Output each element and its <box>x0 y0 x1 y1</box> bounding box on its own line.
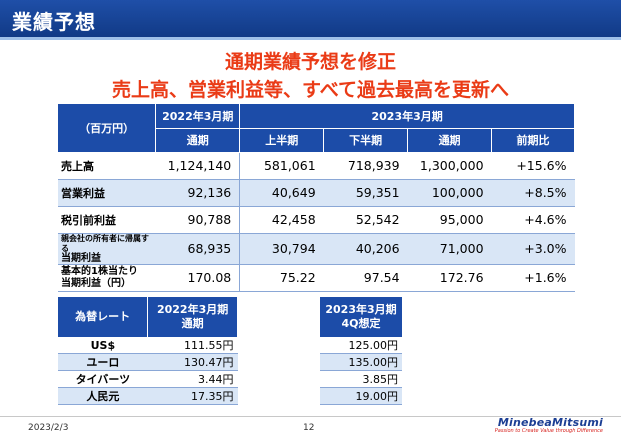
fx-rate-2022: 17.35円 <box>147 387 238 405</box>
cell-h1: 30,794 <box>239 233 324 265</box>
period-2023-header: 2023年3月期 <box>239 104 575 129</box>
cell-fy2023: 71,000 <box>407 233 492 265</box>
row-label: 基本的1株当たり 当期利益（円） <box>58 264 156 292</box>
fx-header-2022-sub: 通期 <box>181 317 204 330</box>
fx-rate-2023: 135.00円 <box>320 353 402 371</box>
fx-header-label: 為替レート <box>58 297 149 337</box>
fx-rate-2022: 3.44円 <box>147 370 238 388</box>
table-row: 親会社の所有者に帰属する 当期利益 68,935 30,794 40,206 7… <box>58 233 575 265</box>
footer-date: 2023/2/3 <box>28 423 69 433</box>
table-row: 19.00円 <box>320 387 402 405</box>
unit-header: （百万円） <box>58 104 157 153</box>
cell-h1: 581,061 <box>239 152 324 180</box>
cell-h2: 59,351 <box>323 179 408 207</box>
table-row: 売上高 1,124,140 581,061 718,939 1,300,000 … <box>58 152 575 180</box>
cell-yoy: +3.0% <box>491 233 575 265</box>
col-full-year-2023: 通期 <box>407 128 493 153</box>
row-label-line2: 当期利益（円） <box>61 277 131 289</box>
headline-line-1: 通期業績予想を修正 <box>224 51 396 73</box>
table-row: 営業利益 92,136 40,649 59,351 100,000 +8.5% <box>58 179 575 207</box>
company-logo: MinebeaMitsumi Passion to Create Value t… <box>495 416 603 434</box>
table-row: 人民元 17.35円 <box>58 387 238 405</box>
table-row: ユーロ 130.47円 <box>58 353 238 371</box>
fx-currency: ユーロ <box>58 353 148 371</box>
row-label: 売上高 <box>58 152 156 180</box>
col-full-year-2022: 通期 <box>155 128 241 153</box>
logo-tagline: Passion to Create Value through Differen… <box>494 428 603 434</box>
cell-yoy: +15.6% <box>491 152 575 180</box>
footer-rule <box>0 416 621 417</box>
fx-rate-2022: 111.55円 <box>147 337 238 354</box>
fx-rate-2022: 130.47円 <box>147 353 238 371</box>
cell-yoy: +8.5% <box>491 179 575 207</box>
row-label: 税引前利益 <box>58 206 156 234</box>
cell-yoy: +4.6% <box>491 206 575 234</box>
cell-fy2022: 1,124,140 <box>155 152 241 180</box>
row-label-line1: 基本的1株当たり <box>61 265 138 277</box>
table-row: 税引前利益 90,788 42,458 52,542 95,000 +4.6% <box>58 206 575 234</box>
row-label: 親会社の所有者に帰属する 当期利益 <box>58 233 156 265</box>
col-h2: 下半期 <box>323 128 409 153</box>
forecast-table: （百万円） 2022年3月期 2023年3月期 通期 上半期 下半期 通期 前期… <box>58 104 575 292</box>
logo-name: MinebeaMitsumi <box>497 416 603 429</box>
headline-line-2: 売上高、営業利益等、すべて過去最高を更新へ <box>112 79 509 101</box>
row-label-small: 親会社の所有者に帰属する <box>61 233 149 253</box>
cell-fy2022: 68,935 <box>155 233 241 265</box>
cell-fy2022: 92,136 <box>155 179 241 207</box>
header-rule <box>0 37 621 40</box>
page-number: 12 <box>303 423 315 433</box>
fx-rate-table: 為替レート 2022年3月期 通期 US$ 111.55円 ユーロ 130.47… <box>58 297 238 405</box>
slide-header: 業績予想 <box>0 0 621 37</box>
cell-h1: 75.22 <box>239 264 324 292</box>
cell-fy2023: 95,000 <box>407 206 492 234</box>
fx-currency: 人民元 <box>58 387 148 405</box>
fx-rate-2023: 3.85円 <box>320 370 402 388</box>
cell-h2: 40,206 <box>323 233 408 265</box>
fx-header-2022: 2022年3月期 通期 <box>147 297 238 337</box>
fx-currency: US$ <box>58 337 148 354</box>
cell-fy2022: 170.08 <box>155 264 241 292</box>
table-row: US$ 111.55円 <box>58 337 238 354</box>
fx-rate-2023: 125.00円 <box>320 337 402 354</box>
table-row: 125.00円 <box>320 337 402 354</box>
cell-h2: 718,939 <box>323 152 408 180</box>
fx-header-2023: 2023年3月期 4Q想定 <box>320 297 402 337</box>
col-h1: 上半期 <box>239 128 325 153</box>
table-row: 3.85円 <box>320 370 402 388</box>
period-2022-header: 2022年3月期 <box>155 104 241 129</box>
cell-yoy: +1.6% <box>491 264 575 292</box>
fx-rate-2023: 19.00円 <box>320 387 402 405</box>
fx-header-2022-period: 2022年3月期 <box>156 303 229 316</box>
table-row: タイバーツ 3.44円 <box>58 370 238 388</box>
cell-fy2023: 1,300,000 <box>407 152 492 180</box>
table-row: 135.00円 <box>320 353 402 371</box>
row-label: 営業利益 <box>58 179 156 207</box>
table-row: 基本的1株当たり 当期利益（円） 170.08 75.22 97.54 172.… <box>58 264 575 292</box>
cell-h2: 97.54 <box>323 264 408 292</box>
fx-currency: タイバーツ <box>58 370 148 388</box>
fx-rate-2023-table: 2023年3月期 4Q想定 125.00円 135.00円 3.85円 19.0… <box>320 297 402 405</box>
cell-h1: 42,458 <box>239 206 324 234</box>
slide-title: 業績予想 <box>12 10 96 34</box>
cell-h1: 40,649 <box>239 179 324 207</box>
row-label-main: 当期利益 <box>61 252 101 264</box>
fx-header-2023-sub: 4Q想定 <box>341 317 381 330</box>
col-yoy: 前期比 <box>491 128 575 153</box>
cell-fy2023: 100,000 <box>407 179 492 207</box>
cell-fy2022: 90,788 <box>155 206 241 234</box>
cell-h2: 52,542 <box>323 206 408 234</box>
fx-header-2023-period: 2023年3月期 <box>325 303 397 316</box>
cell-fy2023: 172.76 <box>407 264 492 292</box>
